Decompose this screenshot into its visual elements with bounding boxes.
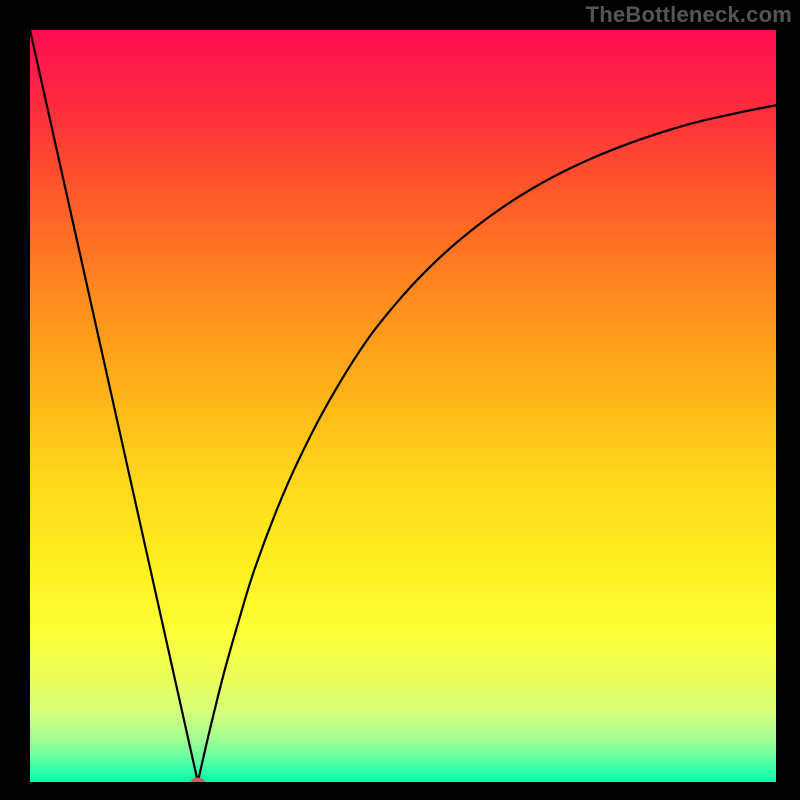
figure-container: TheBottleneck.com	[0, 0, 800, 800]
chart-background	[30, 30, 776, 782]
watermark-text: TheBottleneck.com	[586, 2, 792, 28]
bottleneck-chart	[30, 30, 776, 782]
